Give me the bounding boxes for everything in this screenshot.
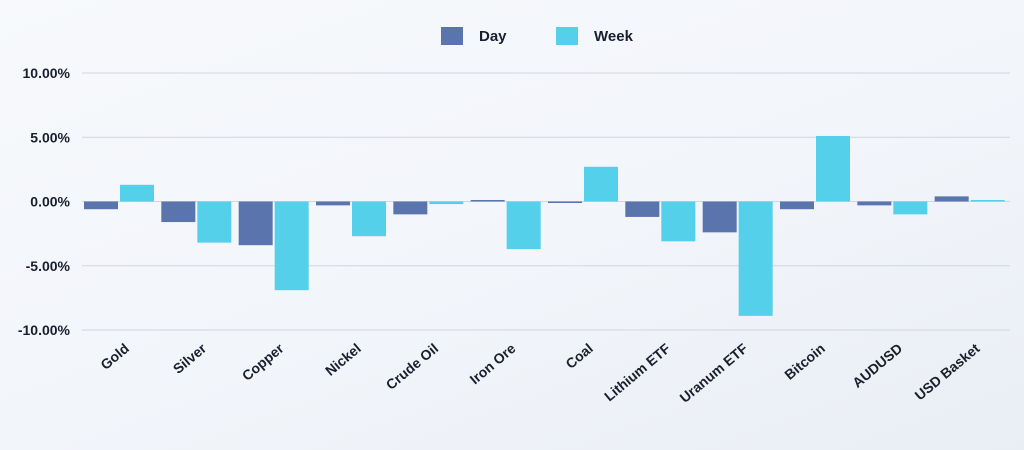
gridlines xyxy=(82,72,1010,331)
x-tick-label: AUDUSD xyxy=(849,340,905,391)
bar-day-lithium-etf xyxy=(625,201,660,217)
bar-week-nickel xyxy=(352,201,386,237)
bar-week-gold xyxy=(120,184,154,202)
bar-week-audusd xyxy=(893,201,928,215)
bar-week-iron-ore xyxy=(506,201,541,250)
legend-swatch-week xyxy=(556,27,578,45)
bar-day-audusd xyxy=(857,201,892,206)
bar-week-silver xyxy=(197,201,232,243)
bar-day-iron-ore xyxy=(470,200,505,202)
y-axis: 10.00% 5.00% 0.00% -5.00% -10.00% xyxy=(18,65,71,338)
legend-swatch-day xyxy=(441,27,463,45)
bar-week-lithium-etf xyxy=(661,201,696,242)
bar-day-silver xyxy=(161,201,196,223)
x-tick-label: Bitcoin xyxy=(781,340,828,383)
bar-week-coal xyxy=(584,166,618,202)
legend-label-day: Day xyxy=(479,28,507,45)
bar-day-bitcoin xyxy=(780,201,814,210)
x-tick-label: Crude Oil xyxy=(383,340,442,393)
bar-day-usd-basket xyxy=(934,196,969,202)
x-tick-label: Uranum ETF xyxy=(677,340,751,406)
x-tick-label: Nickel xyxy=(322,340,364,379)
x-tick-label: Lithium ETF xyxy=(601,340,674,405)
bar-week-bitcoin xyxy=(816,135,850,202)
bar-day-coal xyxy=(548,201,582,203)
y-tick-label: -5.00% xyxy=(26,258,71,274)
x-tick-label: Copper xyxy=(239,340,287,384)
legend: Day Week xyxy=(441,27,634,45)
bar-week-uranum-etf xyxy=(738,201,773,316)
bar-day-gold xyxy=(84,201,118,210)
x-tick-label: USD Basket xyxy=(912,340,983,403)
bar-day-uranum-etf xyxy=(702,201,737,233)
bar-week-copper xyxy=(274,201,309,291)
bar-week-usd-basket xyxy=(970,200,1005,202)
x-tick-label: Silver xyxy=(170,340,210,377)
bars xyxy=(84,135,1005,316)
y-tick-label: 5.00% xyxy=(30,129,70,145)
x-axis: Gold Silver Copper Nickel Crude Oil Iron Ore C… xyxy=(97,340,983,406)
bar-week-crude-oil xyxy=(429,201,464,205)
x-tick-label: Iron Ore xyxy=(467,340,519,387)
y-tick-label: 0.00% xyxy=(30,194,70,210)
bar-day-crude-oil xyxy=(393,201,428,215)
bar-day-copper xyxy=(238,201,273,246)
y-tick-label: 10.00% xyxy=(23,65,71,81)
legend-label-week: Week xyxy=(594,28,634,45)
y-tick-label: -10.00% xyxy=(18,322,71,338)
x-tick-label: Gold xyxy=(97,340,132,373)
bar-day-nickel xyxy=(316,201,350,206)
x-tick-label: Coal xyxy=(562,340,596,372)
